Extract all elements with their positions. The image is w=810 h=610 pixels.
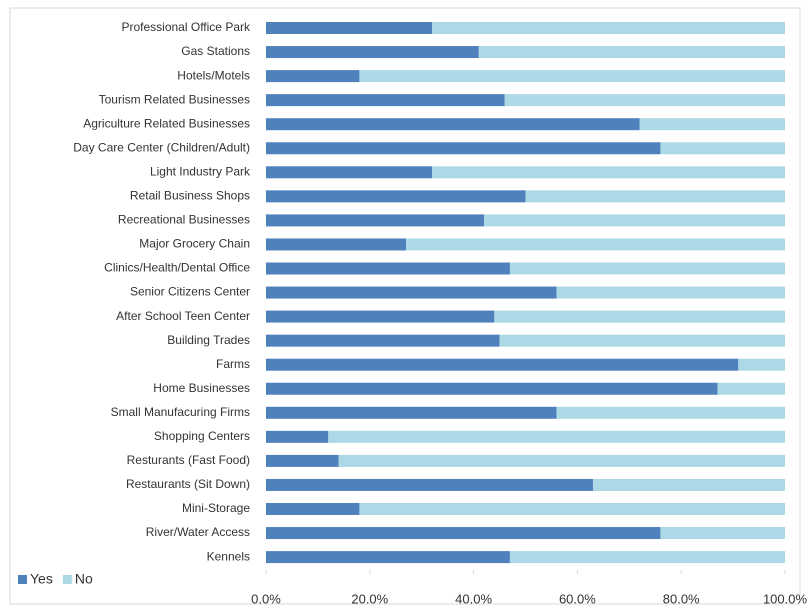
- bar-segment: [266, 382, 718, 395]
- bar-segment: [266, 454, 339, 467]
- bar-segment: [504, 94, 785, 107]
- bar-segment: [266, 190, 526, 203]
- y-tick-label: Agriculture Related Businesses: [83, 116, 250, 130]
- bar-segment: [266, 238, 407, 251]
- bar-segment: [406, 238, 785, 251]
- bar-segment: [660, 142, 785, 155]
- bar-segment: [266, 142, 661, 155]
- bar-segment: [525, 190, 785, 203]
- bar-segment: [266, 430, 329, 443]
- y-tick-label: River/Water Access: [146, 525, 250, 539]
- y-tick-label: Hotels/Motels: [177, 68, 250, 82]
- x-tick-label: 40.0%: [455, 591, 492, 606]
- bar-segment: [266, 310, 495, 323]
- x-tick-label: 0.0%: [251, 591, 281, 606]
- bar-segment: [266, 166, 433, 179]
- bar-segment: [359, 503, 785, 515]
- bar-segment: [266, 286, 557, 299]
- bar-segment: [592, 478, 785, 491]
- bar-segment: [499, 334, 785, 347]
- legend-label: No: [75, 571, 93, 587]
- bar-segment: [266, 334, 500, 347]
- y-tick-label: Restaurants (Sit Down): [126, 477, 250, 491]
- y-tick-label: Shopping Centers: [154, 429, 250, 443]
- y-tick-label: Recreational Businesses: [118, 213, 250, 227]
- x-tick-label: 60.0%: [559, 591, 596, 606]
- bar-segment: [338, 454, 785, 467]
- y-tick-label: Professional Office Park: [121, 20, 251, 34]
- bar-segment: [266, 118, 640, 131]
- legend-swatch: [18, 575, 27, 584]
- bar-segment: [266, 22, 433, 34]
- bar-segment: [266, 478, 593, 491]
- bar-segment: [509, 262, 785, 275]
- bar-segment: [660, 527, 785, 540]
- bar-segment: [266, 551, 510, 564]
- y-tick-label: After School Teen Center: [116, 309, 250, 323]
- bar-segment: [266, 358, 739, 371]
- bar-segment: [556, 406, 785, 419]
- bar-segment: [432, 22, 785, 34]
- y-tick-label: Retail Business Shops: [130, 189, 250, 203]
- x-tick-label: 100.0%: [763, 591, 808, 606]
- x-tick-label: 20.0%: [351, 591, 388, 606]
- y-tick-label: Gas Stations: [181, 44, 250, 58]
- legend-swatch: [62, 575, 72, 584]
- bar-segment: [483, 214, 785, 227]
- bar-segment: [266, 70, 360, 83]
- bar-segment: [266, 262, 510, 275]
- y-tick-label: Farms: [216, 357, 250, 371]
- bar-segment: [266, 527, 661, 540]
- y-tick-label: Major Grocery Chain: [139, 237, 250, 251]
- x-tick-label: 80.0%: [663, 591, 700, 606]
- bar-segment: [556, 286, 785, 299]
- bar-segment: [432, 166, 785, 179]
- bar-segment: [738, 358, 785, 371]
- y-tick-label: Kennels: [207, 549, 250, 563]
- y-tick-label: Clinics/Health/Dental Office: [104, 261, 250, 275]
- bar-segment: [266, 406, 557, 419]
- y-tick-label: Light Industry Park: [150, 164, 251, 178]
- y-tick-label: Building Trades: [167, 333, 250, 347]
- y-tick-label: Small Manufacuring Firms: [111, 405, 250, 419]
- y-tick-label: Day Care Center (Children/Adult): [73, 140, 250, 154]
- bar-segment: [266, 214, 484, 227]
- legend-label: Yes: [30, 571, 53, 587]
- chart-border: [9, 7, 801, 605]
- bar-segment: [478, 46, 785, 59]
- y-tick-label: Mini-Storage: [182, 501, 250, 515]
- y-tick-label: Resturants (Fast Food): [127, 453, 250, 467]
- bar-segment: [266, 46, 479, 59]
- bar-segment: [328, 430, 785, 443]
- bar-segment: [509, 551, 785, 564]
- bar-segment: [494, 310, 785, 323]
- y-tick-label: Home Businesses: [153, 381, 250, 395]
- bar-segment: [717, 382, 785, 395]
- bar-segment: [639, 118, 785, 131]
- bar-segment: [266, 503, 360, 515]
- y-tick-label: Senior Citizens Center: [130, 285, 250, 299]
- bar-segment: [266, 94, 505, 107]
- y-tick-label: Tourism Related Businesses: [99, 92, 250, 106]
- bar-segment: [359, 70, 785, 83]
